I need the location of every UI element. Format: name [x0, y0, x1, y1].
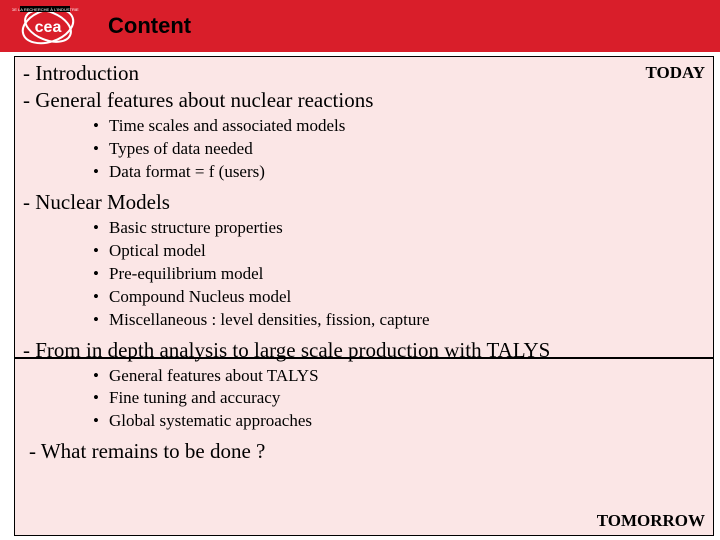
bullet-text: Types of data needed	[109, 139, 253, 158]
slide-title: Content	[108, 13, 191, 39]
svg-text:DE LA RECHERCHE À L'INDUSTRIE: DE LA RECHERCHE À L'INDUSTRIE	[12, 7, 79, 12]
bullets-general-features: •Time scales and associated models •Type…	[93, 115, 705, 184]
section-talys: - From in depth analysis to large scale …	[23, 338, 705, 363]
section-general-features: - General features about nuclear reactio…	[23, 88, 705, 113]
bullet-text: Global systematic approaches	[109, 411, 312, 430]
bullet-text: Optical model	[109, 241, 206, 260]
logo: cea DE LA RECHERCHE À L'INDUSTRIE	[0, 0, 96, 52]
content-panel: TODAY - Introduction - General features …	[14, 56, 714, 536]
section-introduction: - Introduction	[23, 61, 705, 86]
svg-text:cea: cea	[35, 19, 62, 36]
bullet-text: General features about TALYS	[109, 366, 319, 385]
bullet-text: Time scales and associated models	[109, 116, 345, 135]
tomorrow-badge: TOMORROW	[597, 511, 705, 531]
bullet-text: Fine tuning and accuracy	[109, 388, 280, 407]
bullets-nuclear-models: •Basic structure properties •Optical mod…	[93, 217, 705, 332]
bullet-text: Compound Nucleus model	[109, 287, 291, 306]
bullet-text: Data format = f (users)	[109, 162, 265, 181]
bullet-text: Pre-equilibrium model	[109, 264, 263, 283]
header-bar: cea DE LA RECHERCHE À L'INDUSTRIE Conten…	[0, 0, 720, 52]
bullet-text: Basic structure properties	[109, 218, 283, 237]
section-remains: - What remains to be done ?	[29, 439, 705, 464]
bullet-text: Miscellaneous : level densities, fission…	[109, 310, 430, 329]
section-nuclear-models: - Nuclear Models	[23, 190, 705, 215]
bullets-talys: •General features about TALYS •Fine tuni…	[93, 365, 705, 434]
